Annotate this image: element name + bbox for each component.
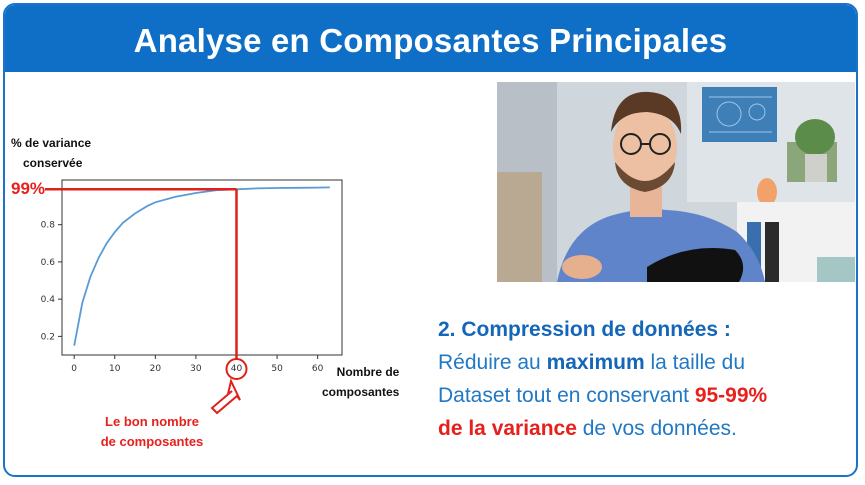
x-tick-label: 30 bbox=[190, 364, 202, 374]
marker-99-label: 99% bbox=[11, 179, 46, 198]
y-axis-label-line2: conservée bbox=[23, 156, 83, 170]
text-line-4: de la variance de vos données. bbox=[438, 412, 858, 445]
slide-title: Analyse en Composantes Principales bbox=[133, 22, 728, 59]
text-line-4-post: de vos données. bbox=[576, 417, 737, 440]
y-tick-label: 0.2 bbox=[41, 332, 55, 342]
annotation-line2: de composantes bbox=[100, 434, 204, 449]
x-tick-label: 0 bbox=[71, 364, 77, 374]
x-axis-label-line1: Nombre de bbox=[336, 365, 400, 379]
text-line-3: Dataset tout en conservant 95-99% bbox=[438, 379, 858, 412]
y-tick-label: 0.6 bbox=[41, 258, 56, 268]
highlight-circle bbox=[225, 358, 248, 380]
x-tick-label: 10 bbox=[109, 364, 121, 374]
text-line-2: Réduire au maximum la taille du bbox=[438, 346, 858, 379]
text-line-3-pre: Dataset tout en conservant bbox=[438, 384, 695, 407]
y-tick-label: 0.4 bbox=[41, 295, 56, 305]
x-tick-label: 40 bbox=[231, 364, 243, 374]
compression-heading: 2. Compression de données : bbox=[438, 318, 731, 341]
x-axis-label-line2: composantes bbox=[322, 385, 400, 399]
presenter-photo bbox=[497, 82, 855, 282]
text-line-2-post: la taille du bbox=[644, 351, 746, 374]
variance-chart: % de variance conservée 99% 0 10 20 30 40 50 6… bbox=[0, 0, 420, 485]
text-line-2-bold: maximum bbox=[546, 351, 645, 374]
explanation-text: 2. Compression de données : Réduire au m… bbox=[438, 313, 858, 445]
x-tick-label: 20 bbox=[150, 364, 162, 374]
variance-curve bbox=[73, 186, 330, 346]
annotation-text: Le bon nombre de composantes bbox=[77, 412, 227, 452]
text-line-4-red: de la variance bbox=[438, 417, 577, 440]
presenter-photo-illustration bbox=[497, 82, 855, 282]
x-tick-label: 60 bbox=[312, 364, 324, 374]
text-line-2-pre: Réduire au bbox=[438, 351, 547, 374]
chart-svg: 0 10 20 30 40 50 60 0.2 0.4 0.6 0.8 bbox=[41, 179, 343, 415]
y-tick-label: 0.8 bbox=[41, 221, 56, 231]
y-axis-label: % de variance conservée bbox=[11, 133, 91, 173]
y-axis-label-line1: % de variance bbox=[11, 136, 92, 150]
x-axis-label: Nombre de composantes bbox=[322, 362, 399, 402]
annotation-line1: Le bon nombre bbox=[105, 414, 199, 429]
title-bar: Analyse en Composantes Principales bbox=[5, 5, 856, 72]
annotation-arrow bbox=[210, 377, 241, 415]
text-line-3-red: 95-99% bbox=[694, 384, 768, 407]
x-tick-label: 50 bbox=[271, 364, 283, 374]
plot-area-frame bbox=[61, 179, 343, 356]
